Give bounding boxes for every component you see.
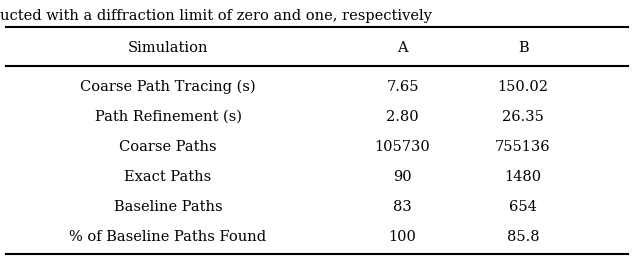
Text: A: A <box>398 41 408 55</box>
Text: B: B <box>518 41 528 55</box>
Text: % of Baseline Paths Found: % of Baseline Paths Found <box>70 230 266 244</box>
Text: 1480: 1480 <box>505 170 541 184</box>
Text: Path Refinement (s): Path Refinement (s) <box>94 110 242 124</box>
Text: 85.8: 85.8 <box>507 230 540 244</box>
Text: 26.35: 26.35 <box>502 110 544 124</box>
Text: Simulation: Simulation <box>128 41 208 55</box>
Text: 105730: 105730 <box>375 140 430 154</box>
Text: 7.65: 7.65 <box>386 80 419 94</box>
Text: ucted with a diffraction limit of zero and one, respectively: ucted with a diffraction limit of zero a… <box>0 9 432 23</box>
Text: 755136: 755136 <box>495 140 551 154</box>
Text: 2.80: 2.80 <box>386 110 419 124</box>
Text: Coarse Path Tracing (s): Coarse Path Tracing (s) <box>80 80 256 94</box>
Text: Coarse Paths: Coarse Paths <box>119 140 217 154</box>
Text: 83: 83 <box>393 200 412 214</box>
Text: 100: 100 <box>389 230 417 244</box>
Text: Baseline Paths: Baseline Paths <box>113 200 223 214</box>
Text: Exact Paths: Exact Paths <box>124 170 212 184</box>
Text: 150.02: 150.02 <box>498 80 548 94</box>
Text: 90: 90 <box>393 170 412 184</box>
Text: 654: 654 <box>509 200 537 214</box>
